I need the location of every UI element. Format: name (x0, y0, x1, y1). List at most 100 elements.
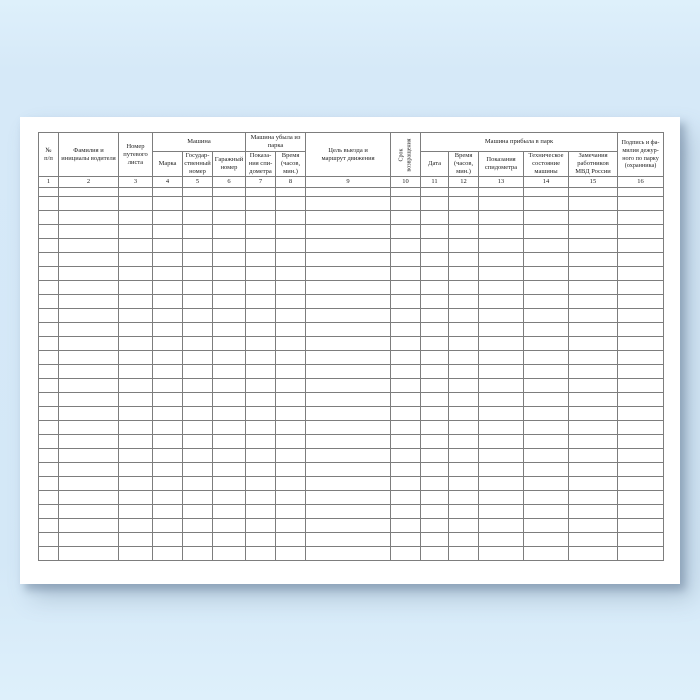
empty-cell (182, 336, 213, 352)
empty-cell (182, 252, 213, 268)
table-row (38, 224, 665, 240)
empty-cell (420, 238, 450, 254)
empty-cell (211, 364, 247, 380)
empty-cell (448, 490, 480, 506)
empty-cell (152, 322, 183, 338)
empty-cell (58, 476, 119, 492)
empty-cell (305, 476, 392, 492)
table-row (38, 406, 665, 422)
table-row (38, 490, 665, 506)
empty-cell (58, 420, 119, 436)
table-row (38, 266, 665, 282)
empty-cell (211, 252, 247, 268)
empty-cell (245, 420, 277, 436)
empty-cell (390, 252, 422, 268)
empty-cell (390, 476, 422, 492)
empty-cell (390, 434, 422, 450)
table-row (38, 336, 665, 352)
empty-cell (38, 252, 59, 268)
empty-cell (211, 406, 247, 422)
empty-cell (245, 224, 277, 240)
empty-cell (305, 532, 392, 548)
empty-cell (38, 462, 59, 478)
empty-cell (448, 406, 480, 422)
table-row (38, 476, 665, 492)
col-number: 7 (245, 176, 277, 189)
col-number: 4 (152, 176, 183, 189)
empty-cell (390, 546, 422, 562)
empty-cell (275, 238, 307, 254)
empty-cell (420, 504, 450, 520)
empty-cell (211, 462, 247, 478)
empty-cell (152, 280, 183, 296)
empty-cell (118, 266, 153, 282)
empty-cell (245, 406, 277, 422)
empty-cell (275, 476, 307, 492)
empty-cell (523, 308, 570, 324)
empty-cell (245, 280, 277, 296)
empty-cell (58, 406, 119, 422)
empty-cell (523, 266, 570, 282)
empty-cell (245, 196, 277, 212)
empty-cell (420, 187, 450, 198)
empty-cell (38, 476, 59, 492)
group-header-vehicle: Машина (151, 132, 247, 152)
empty-cell (118, 420, 153, 436)
empty-cell (275, 462, 307, 478)
empty-cell (523, 350, 570, 366)
empty-cell (118, 518, 153, 534)
empty-cell (38, 238, 59, 254)
empty-cell (211, 266, 247, 282)
empty-cell (182, 420, 213, 436)
empty-cell (118, 434, 153, 450)
empty-cell (305, 252, 392, 268)
table-row (38, 532, 665, 548)
empty-cell (568, 406, 619, 422)
empty-cell (275, 504, 307, 520)
empty-cell (390, 462, 422, 478)
empty-cell (58, 532, 119, 548)
empty-cell (38, 350, 59, 366)
empty-cell (245, 294, 277, 310)
empty-cell (152, 476, 183, 492)
empty-cell (38, 546, 59, 562)
empty-cell (617, 322, 665, 338)
empty-cell (245, 378, 277, 394)
empty-cell (245, 518, 277, 534)
empty-cell (275, 266, 307, 282)
empty-cell (245, 308, 277, 324)
empty-cell (245, 448, 277, 464)
table-row (38, 448, 665, 464)
empty-cell (568, 434, 619, 450)
empty-cell (152, 364, 183, 380)
empty-cell (523, 280, 570, 296)
empty-cell (211, 490, 247, 506)
empty-cell (211, 187, 247, 198)
empty-cell (523, 294, 570, 310)
empty-cell (152, 504, 183, 520)
empty-cell (182, 546, 213, 562)
empty-cell (118, 294, 153, 310)
empty-cell (448, 280, 480, 296)
empty-cell (152, 224, 183, 240)
empty-cell (390, 280, 422, 296)
empty-cell (245, 490, 277, 506)
empty-cell (211, 532, 247, 548)
empty-cell (118, 462, 153, 478)
empty-cell (568, 546, 619, 562)
empty-cell (245, 210, 277, 226)
empty-cell (478, 490, 525, 506)
col-header-date-in: Дата (420, 150, 450, 178)
empty-cell (152, 210, 183, 226)
table-row (38, 252, 665, 268)
empty-cell (152, 266, 183, 282)
empty-cell (390, 392, 422, 408)
empty-cell (523, 224, 570, 240)
empty-cell (182, 518, 213, 534)
empty-cell (420, 336, 450, 352)
empty-cell (58, 252, 119, 268)
empty-cell (478, 462, 525, 478)
empty-cell (38, 434, 59, 450)
table-row (38, 434, 665, 450)
